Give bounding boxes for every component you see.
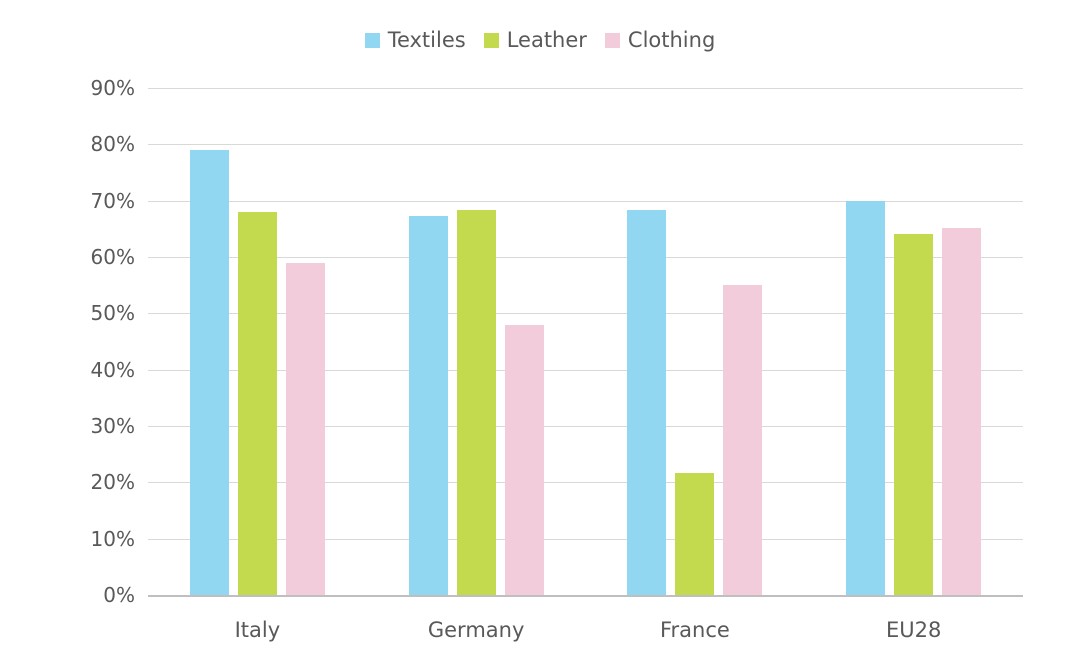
y-tick-label: 80% [90,132,135,157]
bar-clothing-eu28 [942,227,982,595]
y-tick-label: 0% [103,583,135,607]
gridline [148,257,1023,258]
x-category-label: France [659,618,730,642]
bar-textiles-france [627,209,667,595]
gridline [148,144,1023,146]
bar-textiles-germany [408,215,448,595]
bar-textiles-italy [189,149,229,595]
legend-swatch-leather [483,33,499,48]
bar-textiles-eu28 [846,200,886,595]
x-category-label: EU28 [885,618,942,642]
y-tick-label: 70% [90,188,135,213]
gridline [148,369,1023,371]
bar-clothing-germany [504,324,544,595]
gridline [148,426,1023,427]
x-axis-line [148,595,1023,597]
bar-leather-germany [456,209,496,595]
y-tick-label: 40% [90,357,135,382]
y-tick-label: 60% [90,245,135,269]
legend-label: Textiles [387,28,466,52]
gridline [148,538,1023,540]
gridline [148,313,1023,315]
bar-clothing-france [723,285,763,595]
x-category-label: Germany [427,618,525,642]
chart-legend: Textiles Leather Clothing [0,30,1080,51]
bar-leather-france [675,472,715,595]
gridline [148,88,1023,89]
y-tick-label: 30% [90,414,135,438]
y-tick-label: 90% [90,76,135,100]
legend-label: Clothing [627,28,716,52]
legend-item-textiles: Textiles [364,28,466,52]
bar-leather-eu28 [894,234,934,595]
legend-swatch-clothing [604,33,620,48]
legend-label: Leather [506,28,587,52]
bar-leather-italy [237,211,277,595]
y-tick-label: 20% [90,470,135,495]
gridline [148,200,1023,202]
x-category-label: Italy [234,618,281,642]
y-tick-label: 50% [90,301,135,326]
gridline [148,482,1023,484]
y-tick-label: 10% [90,526,135,551]
legend-swatch-textiles [364,33,380,48]
legend-item-clothing: Clothing [604,28,716,52]
bar-clothing-italy [285,262,325,595]
legend-item-leather: Leather [483,28,587,52]
